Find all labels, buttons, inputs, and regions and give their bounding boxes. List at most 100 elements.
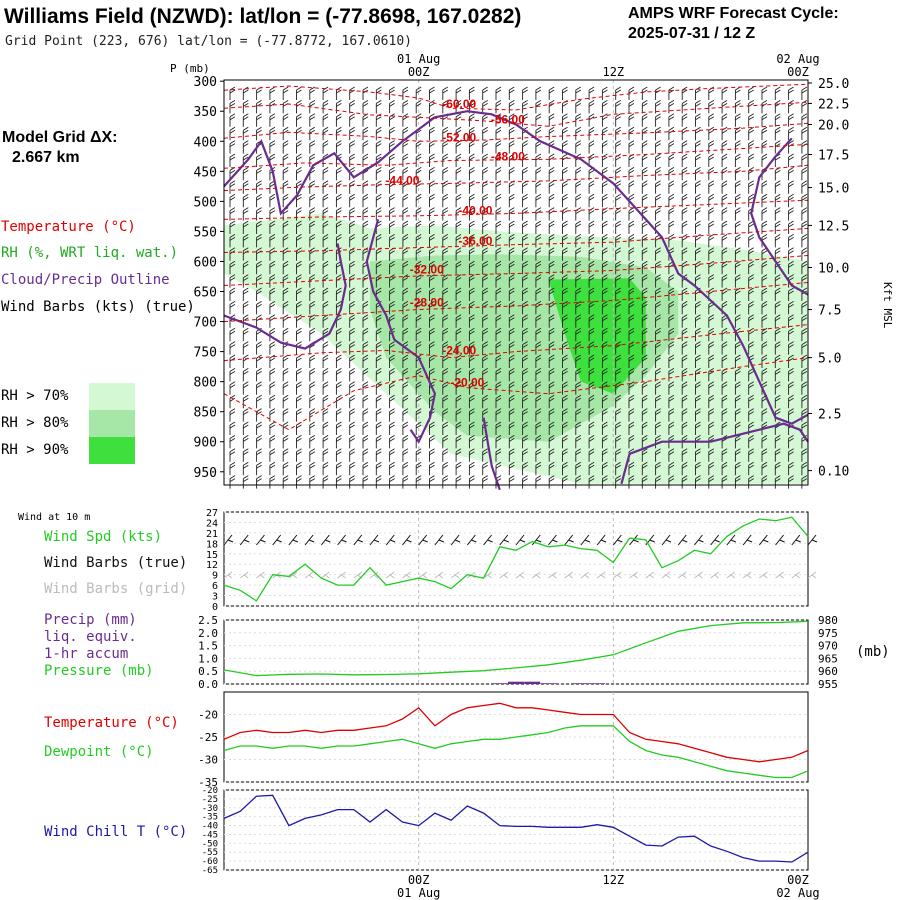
wind-barb <box>256 394 262 409</box>
wind-barb <box>548 274 555 288</box>
wind-barb <box>708 153 715 167</box>
wind-barb <box>734 193 741 208</box>
panel-frame <box>223 789 809 871</box>
wind-barb <box>362 207 369 221</box>
wind-barb <box>734 153 741 167</box>
wind-barb <box>628 368 635 382</box>
wind-barb <box>468 153 475 167</box>
temperature-contour-label: -40.00 <box>458 204 492 218</box>
wind-barb <box>269 368 276 382</box>
wind-barb <box>242 341 249 355</box>
wind-barb-grid <box>304 571 314 579</box>
wind-barb <box>256 274 262 288</box>
temperature-contour-label: -36.00 <box>458 234 492 248</box>
wind-barb <box>641 354 648 368</box>
wind-barb <box>335 100 342 114</box>
wind-barb <box>362 381 369 395</box>
wind-barb <box>708 100 715 114</box>
wind-barb <box>229 180 236 194</box>
wind-barb-grid <box>450 571 460 579</box>
wind-barb <box>641 193 648 208</box>
wind-barb <box>508 274 515 288</box>
wind-barb <box>601 287 608 301</box>
wind-barb <box>468 381 475 395</box>
wind-barb-grid <box>434 571 444 579</box>
wind-barb <box>362 140 369 154</box>
wind-barb <box>628 301 635 315</box>
wind-barb <box>575 167 582 181</box>
wind-barb <box>562 193 568 208</box>
wind-barb-true <box>337 534 347 546</box>
wind-barb <box>468 167 475 181</box>
wind-barb <box>695 327 701 342</box>
wind-barb <box>309 368 316 382</box>
wind-barb <box>322 435 329 449</box>
wind-barb-grid <box>677 571 687 579</box>
wind-barb <box>242 274 249 288</box>
wind-barb <box>309 421 316 435</box>
wind-barb <box>322 314 329 328</box>
wind-barb <box>708 381 715 395</box>
wind-barb <box>468 408 475 422</box>
wind-barb <box>362 327 369 342</box>
wind-barb <box>468 86 475 100</box>
wind-barb <box>788 260 794 275</box>
wind-barb <box>468 260 475 275</box>
wind-barb <box>748 287 754 301</box>
wind-barb <box>389 381 395 395</box>
wind-barb <box>548 421 555 435</box>
wind-barb <box>748 448 754 462</box>
top-time-sub: 02 Aug <box>776 52 819 66</box>
wind-barb <box>628 86 635 100</box>
wind-barb-grid <box>223 571 233 579</box>
cloud-outline <box>223 110 809 425</box>
wind-barb-grid <box>288 571 298 579</box>
wind-barb <box>601 314 608 328</box>
wind-barb <box>415 86 422 100</box>
wind-barb <box>681 394 688 409</box>
wind-barb <box>615 475 621 489</box>
wind-barb <box>335 421 342 435</box>
wind-barb-true <box>742 534 753 546</box>
wind-barb-true <box>402 534 412 546</box>
pressure-axis-label: (mb) <box>856 644 890 660</box>
wind-barb <box>761 475 768 489</box>
wind-barb <box>455 327 462 342</box>
wind-barb <box>548 153 555 167</box>
wind-barb <box>774 368 781 382</box>
chill-tick-label: -50 <box>202 839 218 849</box>
wind-barb <box>402 220 409 234</box>
wind-barb <box>628 475 635 489</box>
wind-barb <box>588 220 595 234</box>
wind-barb <box>309 86 316 100</box>
top-time-main: 00Z <box>787 65 809 79</box>
temperature-contour-label: -52.00 <box>442 130 476 144</box>
wind-barb <box>362 314 369 328</box>
precip-tick-label: 1.5 <box>198 640 218 653</box>
wind-barb <box>282 140 289 154</box>
wind-barb <box>242 475 249 489</box>
wind-barb <box>468 461 475 476</box>
temperature-panel: -35 -30 -25 -20 Temperature (°C) Dewpoint (°C… <box>44 691 809 789</box>
wind-barb <box>375 167 382 181</box>
wind-tick-label: 15 <box>206 550 218 561</box>
wind-barb <box>495 126 502 141</box>
wind-barb <box>322 368 329 382</box>
wind-barb <box>402 461 409 476</box>
kft-tick-label: 22.5 <box>818 97 849 112</box>
wind-barb <box>575 341 582 355</box>
wind-barb <box>788 448 794 462</box>
wind-barb <box>522 327 528 342</box>
wind-barb <box>429 234 435 248</box>
wind-barb <box>242 381 249 395</box>
wind-barb <box>761 301 768 315</box>
wind-barb <box>801 193 808 208</box>
cloud-outline <box>365 219 437 444</box>
wind-barb <box>415 394 422 409</box>
wind-barb <box>429 220 435 234</box>
wind-barb <box>442 301 449 315</box>
wind-barb <box>309 126 316 141</box>
wind-barb <box>468 274 475 288</box>
wind-barb <box>482 234 488 248</box>
wind-barb <box>522 314 528 328</box>
